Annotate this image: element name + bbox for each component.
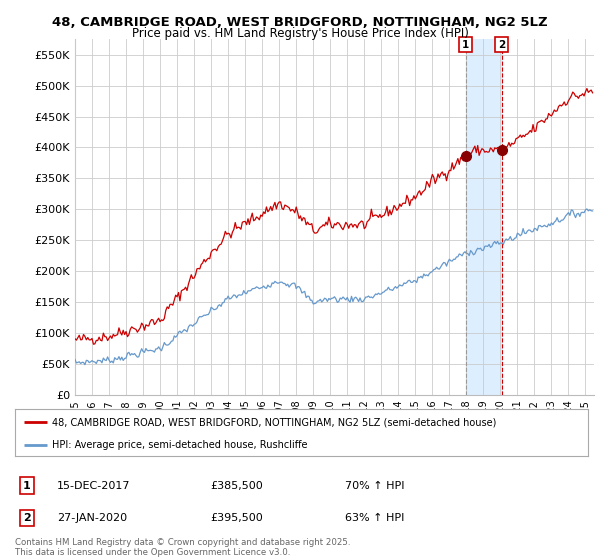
Text: 48, CAMBRIDGE ROAD, WEST BRIDGFORD, NOTTINGHAM, NG2 5LZ (semi-detached house): 48, CAMBRIDGE ROAD, WEST BRIDGFORD, NOTT… [52, 417, 497, 427]
Text: Price paid vs. HM Land Registry's House Price Index (HPI): Price paid vs. HM Land Registry's House … [131, 27, 469, 40]
Text: 1: 1 [462, 40, 469, 49]
Text: Contains HM Land Registry data © Crown copyright and database right 2025.
This d: Contains HM Land Registry data © Crown c… [15, 538, 350, 557]
Text: £395,500: £395,500 [210, 513, 263, 523]
Text: 15-DEC-2017: 15-DEC-2017 [57, 480, 131, 491]
Text: 2: 2 [23, 513, 31, 523]
Text: 63% ↑ HPI: 63% ↑ HPI [345, 513, 404, 523]
Text: 1: 1 [23, 480, 31, 491]
Text: 27-JAN-2020: 27-JAN-2020 [57, 513, 127, 523]
Text: 2: 2 [498, 40, 505, 49]
Text: 48, CAMBRIDGE ROAD, WEST BRIDGFORD, NOTTINGHAM, NG2 5LZ: 48, CAMBRIDGE ROAD, WEST BRIDGFORD, NOTT… [52, 16, 548, 29]
Bar [466, 39, 502, 395]
Text: 70% ↑ HPI: 70% ↑ HPI [345, 480, 404, 491]
Text: £385,500: £385,500 [210, 480, 263, 491]
Text: HPI: Average price, semi-detached house, Rushcliffe: HPI: Average price, semi-detached house,… [52, 440, 308, 450]
